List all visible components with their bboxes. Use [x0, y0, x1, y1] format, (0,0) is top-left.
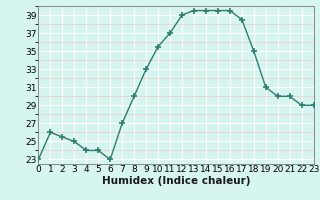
X-axis label: Humidex (Indice chaleur): Humidex (Indice chaleur)	[102, 176, 250, 186]
